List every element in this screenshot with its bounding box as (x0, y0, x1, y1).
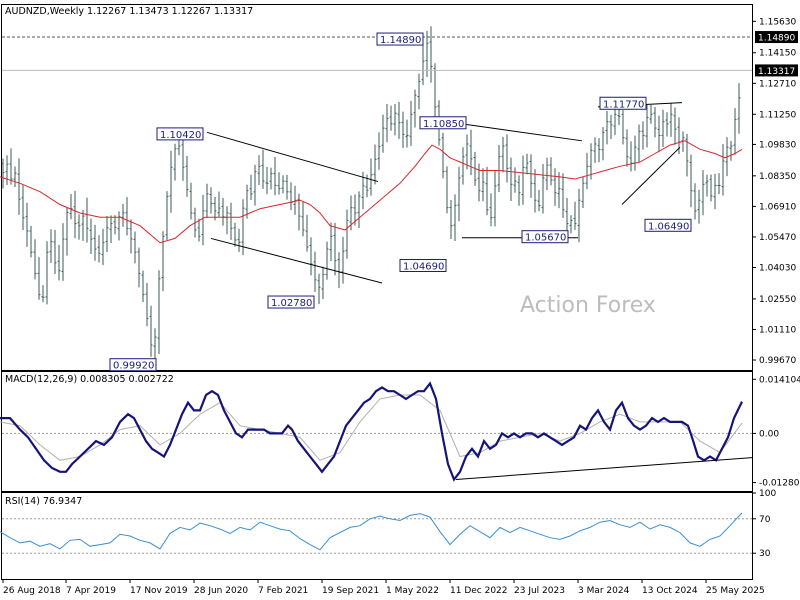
annotation-text: 0.99920 (113, 361, 154, 372)
xtick-label: 1 May 2022 (386, 586, 439, 596)
price-trendline (210, 237, 383, 284)
price-tag: 1.14890 (755, 31, 798, 44)
price-annotations: 1.14890 1.10420 1.10850 1.11770 1.02780 0.999… (109, 32, 692, 372)
price-moving-average (0, 140, 743, 244)
price-ytick-label: 1.14150 (759, 49, 796, 59)
price-ytick-label: 1.05470 (759, 233, 796, 243)
xtick-label: 13 Oct 2024 (642, 586, 698, 596)
price-trendline (621, 146, 681, 205)
price-ytick-label: 1.04030 (759, 264, 796, 274)
xtick-label: 11 Dec 2022 (450, 586, 508, 596)
rsi-ytick-label: 100 (759, 489, 776, 499)
price-bars (1, 26, 741, 363)
price-ytick-label: 0.99670 (759, 356, 796, 366)
xtick-label: 7 Apr 2019 (66, 586, 116, 596)
annotation-text: 1.02780 (271, 298, 312, 309)
price-tag-box (755, 64, 798, 77)
price-panel-frame (1, 4, 753, 371)
macd-ytick-label: -0.012806 (759, 479, 800, 489)
xtick-label: 17 Nov 2019 (130, 586, 188, 596)
price-ytick-label: 1.12710 (759, 79, 796, 89)
annotation-box (376, 32, 424, 46)
xtick-label: 28 Jun 2020 (194, 586, 248, 596)
macd-main-line (0, 381, 743, 482)
annotation-text: 1.06490 (648, 221, 689, 232)
xtick-label: 25 May 2025 (706, 586, 765, 596)
macd-panel: MACD(12,26,9) 0.008305 0.002722 (0, 371, 753, 492)
annotation-text: 1.04690 (403, 261, 444, 272)
annotation-box (419, 116, 467, 130)
watermark: Action Forex (520, 293, 656, 318)
x-axis: 26 Aug 2018 7 Apr 2019 17 Nov 2019 28 Jun 2… (2, 579, 765, 596)
price-ytick-label: 1.01110 (759, 325, 796, 335)
xtick-label: 3 Mar 2024 (578, 586, 630, 596)
xtick-label: 7 Feb 2021 (258, 586, 308, 596)
y-axes: 1.15630 1.14150 1.12710 1.11250 1.09830 1.083… (752, 17, 800, 559)
price-ytick-label: 1.08350 (759, 172, 796, 182)
price-panel-title: AUDNZD,Weekly 1.12267 1.13473 1.12267 1.… (5, 6, 253, 17)
price-ytick-label: 1.11250 (759, 110, 796, 120)
rsi-panel: RSI(14) 76.9347 (0, 492, 753, 580)
annotation-label: 1.04690 (399, 258, 447, 272)
price-ytick-label: 1.15630 (759, 17, 796, 27)
rsi-lines (0, 512, 752, 554)
macd-signal-line (0, 394, 743, 461)
macd-ytick-label: 0.00 (759, 429, 779, 439)
xtick-label: 23 Jul 2023 (514, 586, 565, 596)
rsi-ytick-label: 30 (759, 549, 771, 559)
annotation-box (521, 230, 569, 244)
price-trendline (461, 123, 583, 142)
price-tag-text: 1.13317 (758, 67, 795, 77)
annotation-label: 1.06490 (644, 218, 692, 232)
price-ytick-label: 1.06910 (759, 202, 796, 212)
annotation-label: 1.11770 (599, 96, 647, 110)
price-ytick-label: 1.09830 (759, 140, 796, 150)
xtick-label: 26 Aug 2018 (3, 586, 61, 596)
rsi-panel-title: RSI(14) 76.9347 (5, 496, 82, 507)
annotation-label: 1.10420 (156, 127, 204, 141)
annotation-box (156, 127, 204, 141)
annotation-label: 0.99920 (109, 358, 157, 372)
annotation-box (267, 295, 315, 309)
annotation-label: 1.10850 (419, 116, 467, 130)
macd-lines (0, 381, 753, 482)
annotation-text: 1.11770 (603, 99, 644, 110)
annotation-box (599, 96, 647, 110)
annotation-text: 1.05670 (525, 233, 566, 244)
annotation-text: 1.10850 (423, 119, 464, 130)
rsi-line (0, 512, 743, 551)
macd-panel-title: MACD(12,26,9) 0.008305 0.002722 (5, 374, 174, 385)
price-tag: 1.13317 (755, 64, 798, 77)
annotation-box (399, 258, 447, 272)
price-tag-text: 1.14890 (758, 34, 795, 44)
price-panel: AUDNZD,Weekly 1.12267 1.13473 1.12267 1.… (0, 4, 753, 372)
price-tag-box (755, 31, 798, 44)
price-ytick-label: 1.02550 (759, 295, 796, 305)
annotation-label: 1.02780 (267, 295, 315, 309)
moving-average-line (0, 140, 743, 244)
price-trendline (206, 131, 379, 183)
annotation-text: 1.10420 (160, 130, 201, 141)
annotation-text: 1.14890 (380, 35, 421, 46)
rsi-ytick-label: 70 (759, 515, 771, 525)
rsi-panel-frame (1, 492, 753, 580)
macd-trendline (455, 457, 753, 480)
annotation-box (644, 218, 692, 232)
annotation-label: 1.14890 (376, 32, 424, 46)
macd-ytick-label: 0.014104 (759, 375, 800, 385)
annotation-box (109, 358, 157, 372)
xtick-label: 19 Sep 2021 (322, 586, 379, 596)
annotation-label: 1.05670 (521, 230, 569, 244)
